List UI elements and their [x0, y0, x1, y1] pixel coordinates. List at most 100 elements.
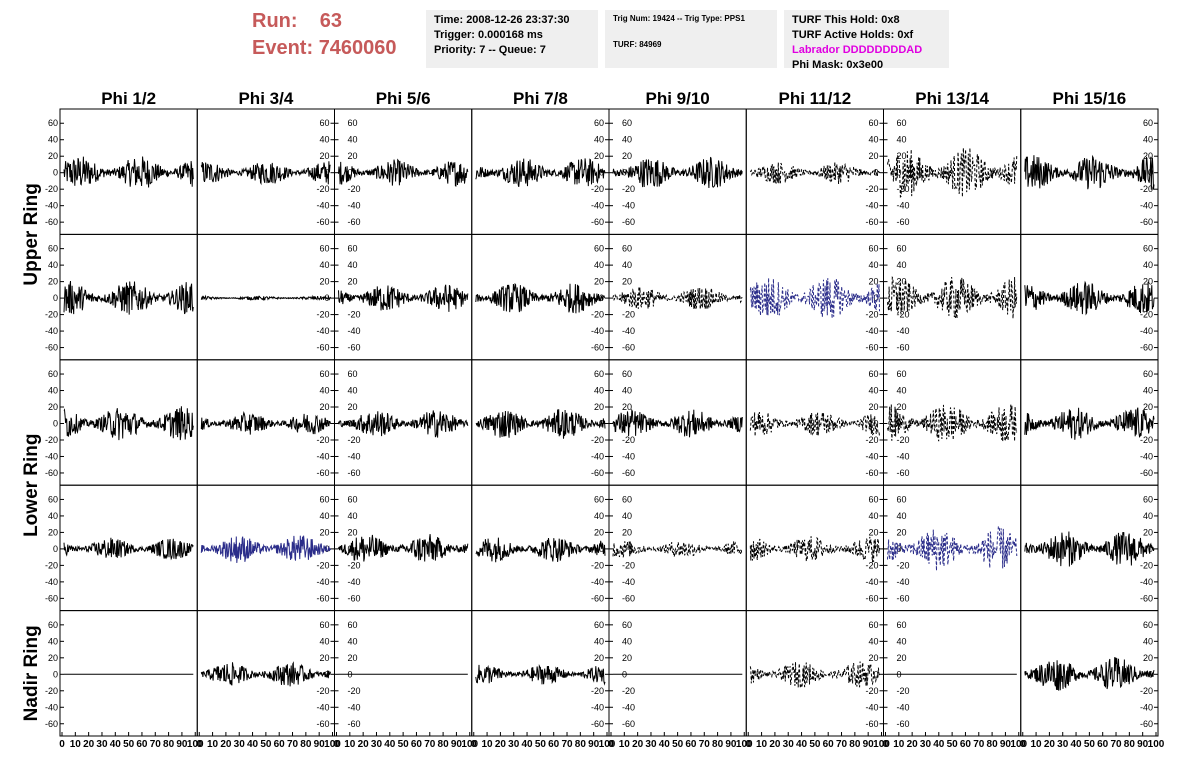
- x-tick-label: 70: [561, 739, 573, 750]
- y-tick-label: -60: [316, 468, 329, 478]
- y-tick-label: 60: [48, 494, 58, 504]
- run-event-header: Run: 63 Event: 7460060: [252, 8, 397, 62]
- x-tick-label: 10: [70, 739, 82, 750]
- x-tick-label: 40: [659, 739, 671, 750]
- y-tick-label: 60: [594, 494, 604, 504]
- x-tick-label: 0: [471, 739, 477, 750]
- x-tick-label: 50: [260, 739, 272, 750]
- x-tick-label: 60: [1097, 739, 1109, 750]
- y-tick-label: 60: [48, 620, 58, 630]
- y-tick-label: -40: [622, 451, 635, 461]
- y-tick-label: 40: [1143, 386, 1153, 396]
- y-tick-label: 20: [48, 151, 58, 161]
- y-tick-label: 20: [348, 527, 358, 537]
- y-tick-label: 0: [53, 293, 58, 303]
- y-tick-label: 60: [622, 244, 632, 254]
- y-tick-label: 60: [319, 494, 329, 504]
- y-tick-label: 60: [594, 244, 604, 254]
- y-tick-label: -20: [865, 686, 878, 696]
- x-tick-label: 80: [987, 739, 999, 750]
- y-tick-label: -20: [348, 435, 361, 445]
- y-tick-label: 20: [622, 151, 632, 161]
- waveform-line: [338, 534, 469, 562]
- y-tick-label: 20: [622, 402, 632, 412]
- x-tick-label: 20: [907, 739, 919, 750]
- x-tick-label: 70: [150, 739, 162, 750]
- y-tick-label: 60: [868, 494, 878, 504]
- trigger-text: Trigger: 0.000168 ms: [434, 29, 543, 41]
- x-tick-label: 30: [508, 739, 520, 750]
- y-tick-label: -40: [348, 702, 361, 712]
- y-tick-label: -60: [622, 217, 635, 227]
- y-tick-label: -40: [316, 326, 329, 336]
- y-tick-label: -20: [316, 184, 329, 194]
- y-tick-label: 0: [53, 544, 58, 554]
- y-tick-label: -60: [591, 593, 604, 603]
- y-tick-label: 40: [594, 260, 604, 270]
- y-tick-label: 20: [622, 527, 632, 537]
- y-tick-label: 40: [48, 260, 58, 270]
- y-tick-label: -20: [897, 435, 910, 445]
- x-tick-label: 20: [495, 739, 507, 750]
- y-tick-label: -40: [897, 326, 910, 336]
- y-tick-label: 0: [1148, 419, 1153, 429]
- waveform-line: [1024, 407, 1155, 440]
- y-tick-label: 20: [868, 653, 878, 663]
- turf-info-box: TURF This Hold: 0x8 TURF Active Holds: 0…: [784, 10, 949, 71]
- y-tick-label: -40: [591, 201, 604, 211]
- x-tick-label: 70: [973, 739, 985, 750]
- ring-label: Lower Ring: [21, 433, 42, 536]
- x-tick-label: 90: [176, 739, 188, 750]
- waveform-line: [749, 277, 880, 319]
- y-tick-label: 40: [868, 386, 878, 396]
- labrador-text: Labrador DDDDDDDDAD: [792, 44, 923, 56]
- y-tick-label: 20: [868, 527, 878, 537]
- waveform-line: [612, 286, 743, 311]
- y-tick-label: -60: [45, 468, 58, 478]
- y-tick-label: -40: [865, 702, 878, 712]
- y-tick-label: 20: [348, 151, 358, 161]
- x-tick-label: 90: [314, 739, 326, 750]
- y-tick-label: -40: [348, 326, 361, 336]
- y-tick-label: 60: [348, 244, 358, 254]
- y-tick-label: -20: [591, 435, 604, 445]
- x-tick-label: 70: [287, 739, 299, 750]
- x-tick-label: 100: [324, 739, 341, 750]
- y-tick-label: 20: [48, 277, 58, 287]
- y-tick-label: -20: [591, 310, 604, 320]
- x-tick-label: 50: [672, 739, 684, 750]
- y-tick-label: -20: [316, 686, 329, 696]
- panel-frame: [59, 610, 198, 737]
- y-tick-label: 20: [1143, 402, 1153, 412]
- x-tick-label: 0: [745, 739, 751, 750]
- y-tick-label: 40: [48, 511, 58, 521]
- waveform-line: [887, 147, 1018, 198]
- y-tick-label: -60: [348, 468, 361, 478]
- x-tick-label: 0: [59, 739, 65, 750]
- column-header: Phi 1/2: [101, 89, 156, 108]
- y-tick-label: -20: [348, 310, 361, 320]
- trigger-info-box: Trig Num: 19424 -- Trig Type: PPS1 TURF:…: [605, 10, 777, 68]
- x-tick-label: 40: [521, 739, 533, 750]
- x-tick-label: 20: [83, 739, 95, 750]
- x-tick-label: 60: [136, 739, 148, 750]
- y-tick-label: -40: [622, 326, 635, 336]
- y-tick-label: -40: [316, 201, 329, 211]
- waveform-line: [200, 294, 331, 301]
- y-tick-label: 60: [1143, 369, 1153, 379]
- y-tick-label: -60: [316, 343, 329, 353]
- y-tick-label: 40: [868, 260, 878, 270]
- x-tick-label: 80: [849, 739, 861, 750]
- y-tick-label: -20: [865, 310, 878, 320]
- x-tick-label: 20: [1044, 739, 1056, 750]
- x-tick-label: 0: [334, 739, 340, 750]
- y-tick-label: -60: [622, 593, 635, 603]
- y-tick-label: -20: [591, 686, 604, 696]
- waveform-line: [338, 410, 469, 438]
- waveform-line: [475, 158, 606, 188]
- x-tick-label: 30: [96, 739, 108, 750]
- waveform-line: [63, 280, 194, 315]
- y-tick-label: -40: [897, 451, 910, 461]
- x-tick-label: 40: [247, 739, 259, 750]
